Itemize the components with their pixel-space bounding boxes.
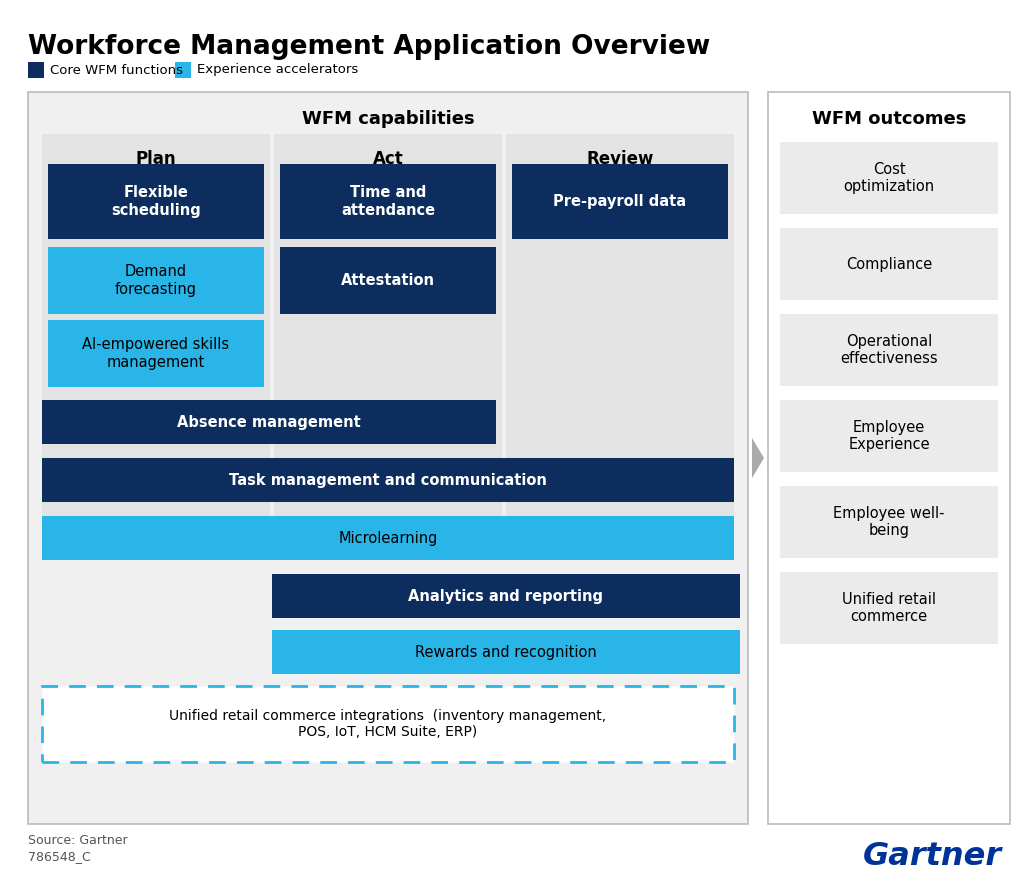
Text: Analytics and reporting: Analytics and reporting	[409, 589, 603, 604]
FancyBboxPatch shape	[42, 516, 734, 560]
FancyBboxPatch shape	[48, 164, 264, 239]
FancyBboxPatch shape	[42, 686, 734, 762]
Text: Absence management: Absence management	[177, 415, 360, 430]
FancyBboxPatch shape	[48, 247, 264, 314]
FancyBboxPatch shape	[272, 574, 740, 618]
Text: Demand
forecasting: Demand forecasting	[115, 264, 197, 297]
Text: Time and
attendance: Time and attendance	[341, 186, 435, 218]
Text: Rewards and recognition: Rewards and recognition	[415, 645, 597, 659]
FancyBboxPatch shape	[506, 134, 734, 552]
FancyBboxPatch shape	[780, 486, 998, 558]
FancyBboxPatch shape	[780, 228, 998, 300]
Text: Flexible
scheduling: Flexible scheduling	[112, 186, 201, 218]
Text: Gartner: Gartner	[863, 841, 1002, 872]
Text: Employee well-
being: Employee well- being	[834, 506, 945, 538]
Text: Operational
effectiveness: Operational effectiveness	[840, 334, 938, 367]
Text: Experience accelerators: Experience accelerators	[197, 63, 358, 77]
Text: Act: Act	[373, 150, 403, 168]
Text: WFM capabilities: WFM capabilities	[302, 110, 474, 128]
Text: Microlearning: Microlearning	[338, 531, 437, 546]
FancyBboxPatch shape	[280, 247, 496, 314]
Text: 786548_C: 786548_C	[28, 850, 91, 863]
Text: Cost
optimization: Cost optimization	[844, 161, 935, 194]
Text: Employee
Experience: Employee Experience	[848, 420, 930, 452]
FancyBboxPatch shape	[28, 62, 44, 78]
Text: Compliance: Compliance	[846, 257, 932, 271]
FancyBboxPatch shape	[42, 458, 734, 502]
FancyBboxPatch shape	[780, 142, 998, 214]
FancyBboxPatch shape	[28, 92, 748, 824]
FancyBboxPatch shape	[274, 134, 502, 552]
Text: Review: Review	[587, 150, 653, 168]
Text: Workforce Management Application Overview: Workforce Management Application Overvie…	[28, 34, 711, 60]
FancyBboxPatch shape	[768, 92, 1010, 824]
Text: Pre-payroll data: Pre-payroll data	[553, 194, 686, 209]
Text: Task management and communication: Task management and communication	[229, 473, 547, 488]
FancyBboxPatch shape	[175, 62, 191, 78]
Polygon shape	[752, 438, 764, 478]
Text: Source: Gartner: Source: Gartner	[28, 834, 128, 847]
FancyBboxPatch shape	[48, 320, 264, 387]
Text: Core WFM functions: Core WFM functions	[50, 63, 183, 77]
Text: Plan: Plan	[136, 150, 176, 168]
FancyBboxPatch shape	[780, 400, 998, 472]
FancyBboxPatch shape	[512, 164, 728, 239]
Text: Unified retail
commerce: Unified retail commerce	[842, 591, 936, 624]
FancyBboxPatch shape	[42, 400, 496, 444]
Text: WFM outcomes: WFM outcomes	[812, 110, 967, 128]
FancyBboxPatch shape	[280, 164, 496, 239]
FancyBboxPatch shape	[780, 572, 998, 644]
FancyBboxPatch shape	[272, 630, 740, 674]
FancyBboxPatch shape	[42, 134, 270, 552]
Text: Attestation: Attestation	[341, 273, 435, 288]
Text: AI-empowered skills
management: AI-empowered skills management	[83, 337, 229, 369]
Text: Unified retail commerce integrations  (inventory management,
POS, IoT, HCM Suite: Unified retail commerce integrations (in…	[169, 709, 606, 739]
FancyBboxPatch shape	[780, 314, 998, 386]
